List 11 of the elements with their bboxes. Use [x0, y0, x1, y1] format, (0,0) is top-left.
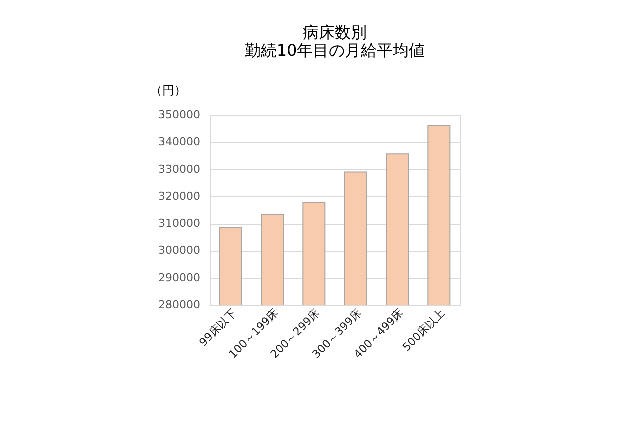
- y-tick-label: 310000: [158, 217, 200, 230]
- y-tick-label: 350000: [158, 108, 200, 122]
- y-tick-label: 320000: [158, 190, 200, 203]
- y-axis-title: （円）: [150, 84, 186, 98]
- y-tick-label: 340000: [158, 136, 200, 149]
- y-tick-label: 280000: [158, 298, 200, 312]
- y-tick-label: 300000: [158, 244, 200, 258]
- text: 勤続10年目の月給平均値: [244, 41, 426, 60]
- y-tick-label: 290000: [158, 271, 200, 284]
- y-tick-label: 330000: [158, 162, 200, 176]
- text: 病床数別: [303, 23, 367, 42]
